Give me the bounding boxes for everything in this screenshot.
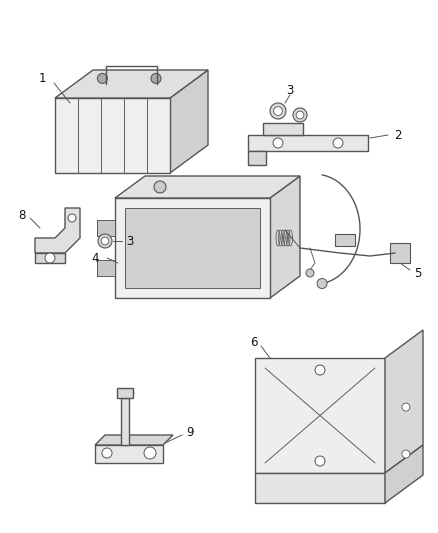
Polygon shape [269,176,299,298]
Polygon shape [117,388,133,398]
Text: 6: 6 [250,336,257,350]
Circle shape [97,74,107,83]
Text: 8: 8 [18,208,26,222]
Circle shape [269,103,285,119]
Circle shape [314,456,324,466]
Polygon shape [262,123,302,135]
Polygon shape [384,330,422,473]
Polygon shape [334,234,354,246]
Circle shape [401,403,409,411]
Circle shape [316,279,326,288]
Polygon shape [247,135,367,151]
Polygon shape [384,445,422,503]
Polygon shape [97,220,115,236]
Circle shape [154,181,166,193]
Circle shape [98,234,112,248]
Polygon shape [95,435,173,445]
Polygon shape [35,253,65,263]
Circle shape [45,253,55,263]
Text: 3: 3 [126,235,134,247]
Polygon shape [95,445,162,463]
Polygon shape [247,151,265,165]
Circle shape [314,365,324,375]
Text: 2: 2 [393,128,401,141]
Polygon shape [121,393,134,398]
Text: 1: 1 [38,71,46,85]
Circle shape [151,74,161,83]
Circle shape [401,450,409,458]
Circle shape [102,448,112,458]
Text: 9: 9 [186,426,193,440]
Polygon shape [115,176,299,198]
Polygon shape [389,243,409,263]
Circle shape [332,138,342,148]
Text: 3: 3 [286,84,293,96]
Text: 5: 5 [413,266,421,279]
Polygon shape [35,208,80,253]
Polygon shape [254,473,384,503]
Circle shape [144,447,155,459]
Circle shape [272,138,283,148]
Polygon shape [254,358,384,473]
Polygon shape [55,98,170,173]
Circle shape [273,107,282,116]
Circle shape [305,269,313,277]
Polygon shape [115,198,269,298]
Polygon shape [121,398,129,445]
Polygon shape [55,70,208,98]
Polygon shape [97,260,115,276]
Circle shape [292,108,306,122]
Circle shape [68,214,76,222]
Text: 4: 4 [91,252,99,264]
Polygon shape [125,208,259,288]
Circle shape [101,237,109,245]
Circle shape [296,111,303,119]
Polygon shape [170,70,208,173]
